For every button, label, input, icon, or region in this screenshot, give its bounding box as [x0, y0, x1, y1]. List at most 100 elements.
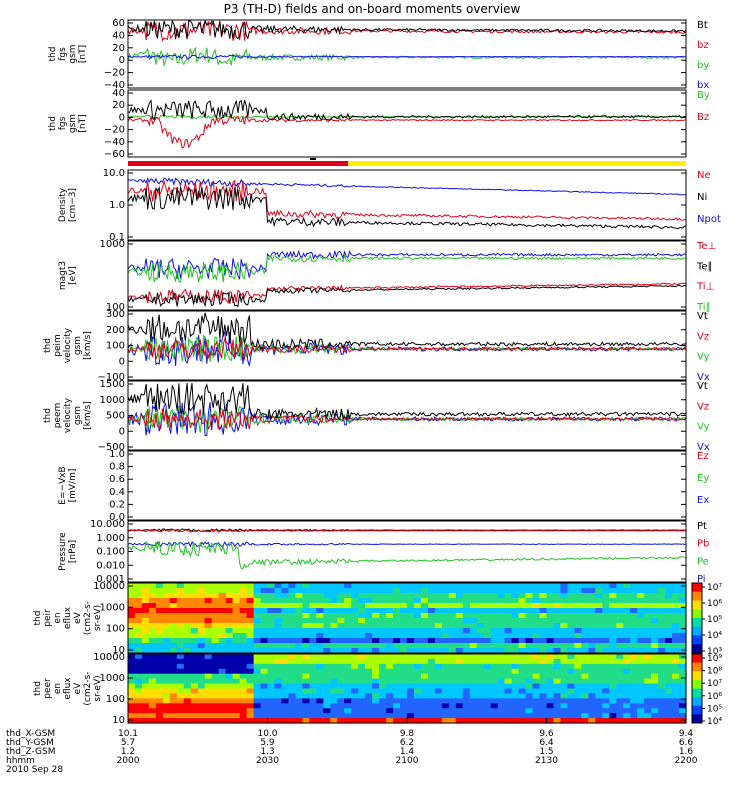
spectrogram-cell: [281, 708, 289, 714]
spectrogram-cell: [246, 623, 255, 629]
spectrogram-cell: [567, 683, 575, 690]
spectrogram-cell: [135, 683, 143, 690]
spectrogram-cell: [351, 623, 359, 629]
spectrogram-cell: [609, 588, 617, 594]
spectrogram-cell: [316, 618, 324, 624]
spectrogram-cell: [393, 623, 401, 629]
spectrogram-cell: [532, 593, 541, 599]
spectrogram-cell: [546, 628, 555, 634]
spectrogram-cell: [497, 663, 506, 670]
y-axis-label: Density [cm−3]: [58, 187, 78, 222]
spectrogram-cell: [588, 668, 596, 675]
spectrogram-cell: [246, 668, 255, 675]
spectrogram-cell: [553, 658, 562, 665]
spectrogram-cell: [288, 593, 296, 599]
spectrogram-cell: [253, 713, 262, 719]
spectrogram-cell: [497, 713, 506, 719]
spectrogram-cell: [539, 673, 548, 680]
spectrogram-cell: [560, 673, 569, 680]
spectrogram-cell: [141, 588, 150, 594]
spectrogram-cell: [616, 663, 624, 670]
spectrogram-cell: [539, 683, 548, 690]
y-axis-label: magt3 [eV]: [58, 261, 78, 290]
spectrogram-cell: [351, 643, 359, 649]
spectrogram-cell: [658, 693, 666, 699]
spectrogram-cell: [295, 648, 303, 654]
spectrogram-cell: [434, 663, 443, 670]
spectrogram-cell: [344, 663, 352, 670]
spectrogram-cell: [420, 678, 429, 685]
spectrogram-cell: [197, 618, 206, 624]
spectrogram-cell: [316, 688, 324, 694]
colorbar-band: [692, 662, 702, 672]
spectrogram-cell: [504, 598, 513, 604]
spectrogram-cell: [490, 628, 499, 634]
spectrogram-cell: [323, 673, 331, 680]
spectrogram-cell: [135, 633, 143, 639]
spectrogram-cell: [176, 718, 185, 724]
y-axis-label-line: [nPa]: [68, 540, 78, 563]
spectrogram-cell: [267, 658, 276, 665]
spectrogram-cell: [183, 698, 192, 704]
spectrogram-cell: [239, 618, 248, 624]
spectrogram-cell: [490, 648, 499, 654]
spectrogram-cell: [183, 663, 192, 670]
spectrogram-cell: [190, 663, 199, 670]
spectrogram-cell: [407, 663, 415, 670]
spectrogram-cell: [365, 654, 373, 660]
spectrogram-cell: [225, 598, 234, 604]
spectrogram-cell: [567, 603, 575, 609]
spectrogram-cell: [372, 708, 380, 714]
spectrogram-cell: [609, 648, 617, 654]
spectrogram-cell: [665, 633, 673, 639]
spectrogram-cell: [483, 654, 492, 660]
spectrogram-cell: [672, 628, 680, 634]
spectrogram-cell: [155, 643, 164, 649]
spectrogram-cell: [302, 678, 310, 685]
spectrogram-cell: [644, 708, 652, 714]
spectrogram-cell: [616, 598, 624, 604]
spectrogram-cell: [434, 593, 443, 599]
spectrogram-cell: [344, 654, 352, 660]
spectrogram-cell: [665, 608, 673, 614]
spectrogram-cell: [560, 648, 569, 654]
spectrogram-cell: [288, 654, 296, 660]
spectrogram-cell: [455, 718, 464, 724]
spectrogram-cell: [323, 628, 331, 634]
spectrogram-cell: [490, 654, 499, 660]
spectrogram-cell: [316, 718, 324, 724]
spectrogram-cell: [441, 608, 450, 614]
colorbar-band: [692, 697, 702, 707]
spectrogram-cell: [532, 698, 541, 704]
y-axis-label-line: [nT]: [78, 45, 88, 63]
spectrogram-cell: [176, 663, 185, 670]
spectrogram-cell: [441, 623, 450, 629]
spectrogram-cell: [469, 618, 478, 624]
spectrogram-cell: [651, 698, 659, 704]
spectrogram-cell: [330, 693, 338, 699]
spectrogram-cell: [135, 603, 143, 609]
spectrogram-cell: [441, 688, 450, 694]
spectrogram-cell: [504, 698, 513, 704]
spectrogram-cell: [427, 703, 436, 709]
spectrogram-cell: [148, 588, 157, 594]
spectrogram-cell: [239, 603, 248, 609]
spectrogram-cell: [630, 638, 638, 644]
spectrogram-cell: [288, 708, 296, 714]
spectrogram-cell: [267, 708, 276, 714]
spectrogram-cell: [190, 623, 199, 629]
spectrogram-cell: [658, 593, 666, 599]
spectrogram-cell: [393, 688, 401, 694]
legend-Vz: Vz: [697, 331, 709, 342]
spectrogram-cell: [288, 618, 296, 624]
spectrogram-cell: [260, 643, 269, 649]
spectrogram-cell: [260, 633, 269, 639]
spectrogram-cell: [511, 608, 520, 614]
spectrogram-cell: [679, 718, 687, 724]
spectrogram-cell: [602, 623, 610, 629]
spectrogram-cell: [232, 643, 241, 649]
spectrogram-cell: [337, 663, 345, 670]
spectrogram-cell: [379, 598, 387, 604]
spectrogram-cell: [427, 638, 436, 644]
spectrogram-cell: [553, 603, 562, 609]
